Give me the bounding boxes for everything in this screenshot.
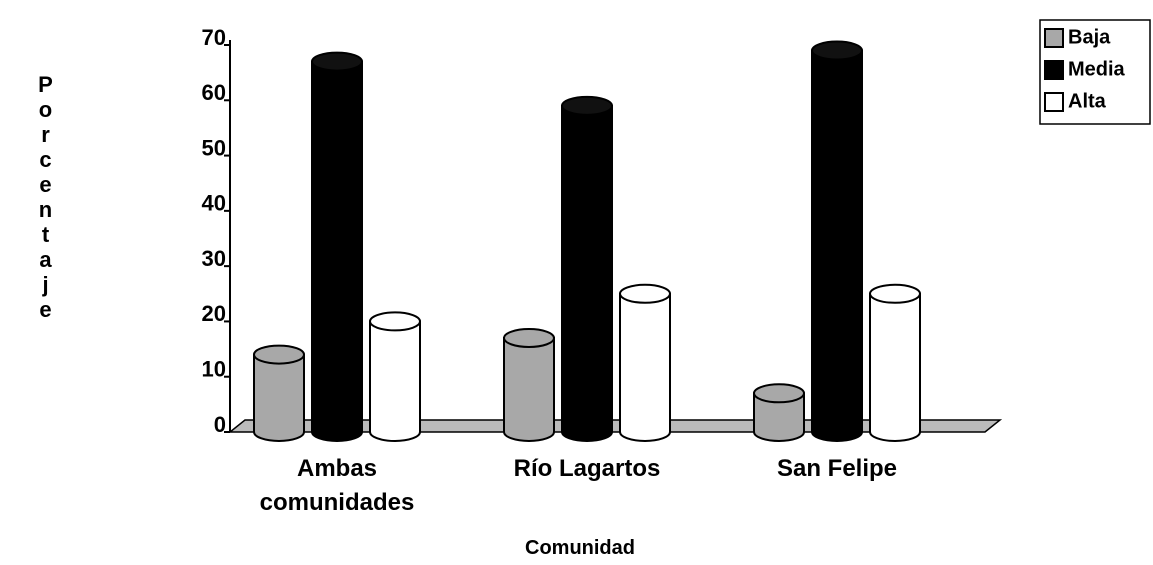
y-axis-label: Porcentaje (33, 72, 58, 322)
y-tick-label: 10 (202, 357, 226, 382)
y-tick-label: 60 (202, 80, 226, 105)
legend-swatch (1044, 92, 1064, 112)
bar (311, 60, 363, 442)
bar-top (311, 51, 363, 72)
bar-top (561, 95, 613, 116)
bar (753, 392, 805, 442)
bar-top (503, 328, 555, 349)
bar-top (253, 344, 305, 365)
y-tick-label: 20 (202, 301, 226, 326)
bar (869, 292, 921, 442)
bar (561, 104, 613, 442)
bar (811, 49, 863, 442)
y-tick-label: 0 (214, 412, 226, 437)
floor (227, 419, 1003, 433)
x-tick-label: San Felipe (776, 455, 898, 482)
bar-top (619, 283, 671, 304)
legend-swatch (1044, 60, 1064, 80)
y-tick-label: 40 (202, 191, 226, 216)
bar-top (869, 283, 921, 304)
bar-top (811, 40, 863, 61)
bar (369, 320, 421, 442)
bar-top (753, 383, 805, 404)
legend-swatch (1044, 28, 1064, 48)
x-tick-label: Ambas comunidades (259, 455, 415, 516)
y-tick-label: 50 (202, 135, 226, 160)
x-axis-label: Comunidad (525, 537, 635, 559)
legend-label: Media (1068, 58, 1126, 80)
y-tick-label: 30 (202, 246, 226, 271)
x-tick-label: Río Lagartos (513, 455, 661, 482)
y-tick-label: 70 (202, 25, 226, 50)
legend-label: Baja (1068, 26, 1111, 48)
bar (253, 353, 305, 442)
legend-label: Alta (1068, 90, 1107, 112)
bar (503, 337, 555, 442)
bar (619, 292, 671, 442)
bar-top (369, 311, 421, 332)
